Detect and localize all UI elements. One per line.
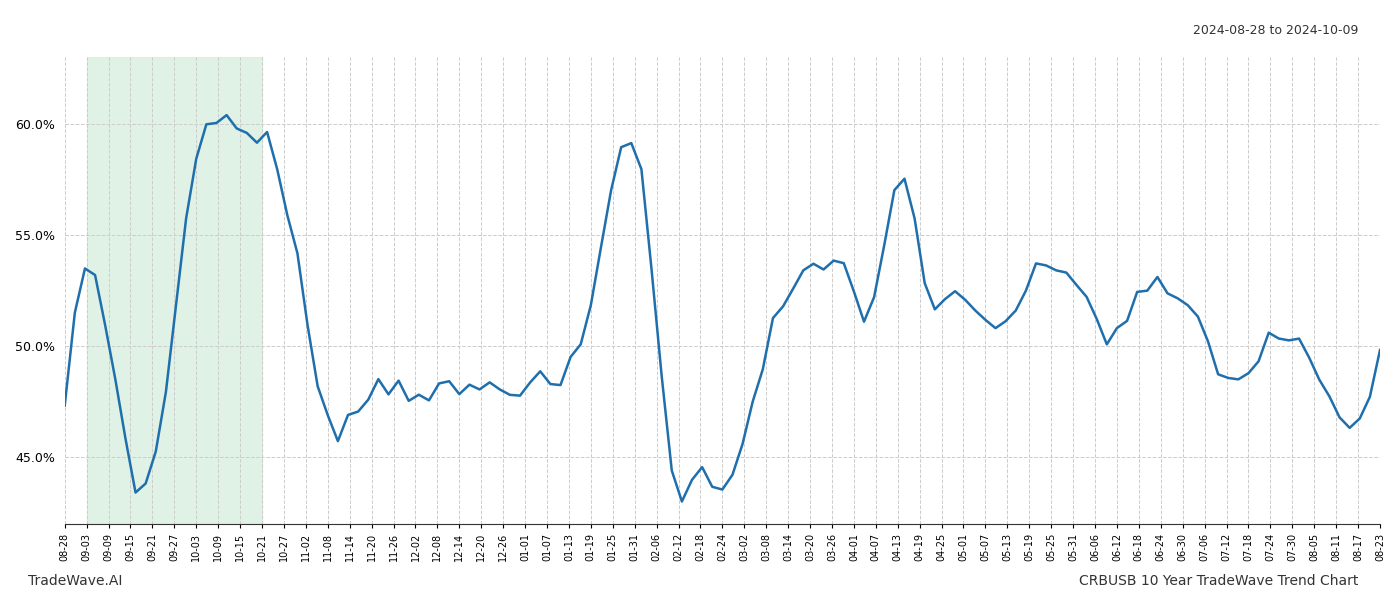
Text: 2024-08-28 to 2024-10-09: 2024-08-28 to 2024-10-09 — [1193, 24, 1358, 37]
Text: TradeWave.AI: TradeWave.AI — [28, 574, 122, 588]
Bar — [87, 57, 262, 524]
Text: CRBUSB 10 Year TradeWave Trend Chart: CRBUSB 10 Year TradeWave Trend Chart — [1078, 574, 1358, 588]
